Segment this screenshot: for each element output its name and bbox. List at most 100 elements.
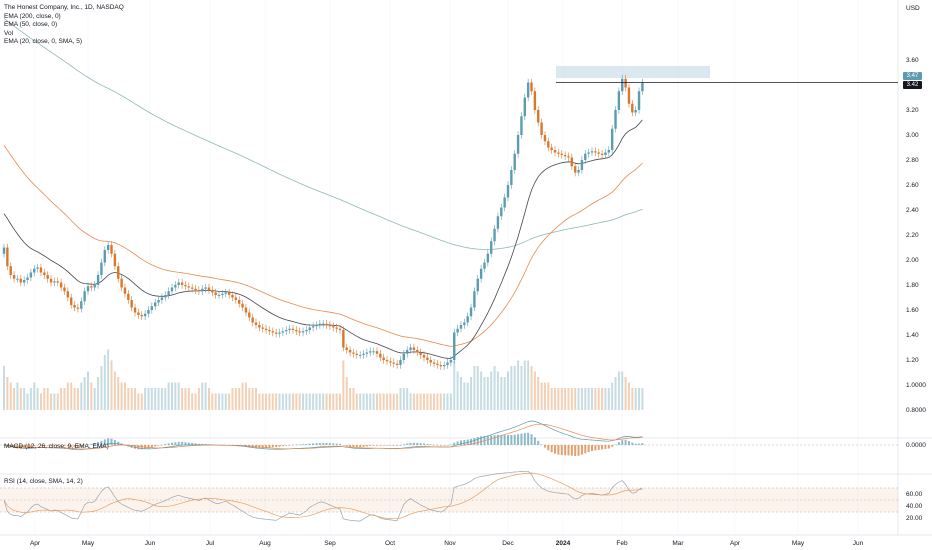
volume-bar	[137, 393, 140, 410]
candle-body	[66, 291, 70, 298]
macd-histogram-bar	[36, 445, 39, 446]
candle-body	[580, 160, 584, 170]
candle-body	[547, 141, 550, 148]
volume-bar	[480, 371, 483, 410]
macd-histogram-bar	[634, 443, 637, 445]
legend-ema200[interactable]: EMA (200, close, 0)	[4, 12, 61, 20]
volume-bar	[63, 388, 66, 410]
volume-bar	[204, 382, 207, 410]
volume-bar	[103, 355, 106, 410]
candles	[2, 75, 644, 370]
macd-histogram-bar	[113, 439, 116, 445]
volume-bar	[181, 388, 184, 410]
candle-body	[308, 327, 311, 330]
candle-body	[412, 347, 416, 350]
macd-histogram-bar	[150, 445, 153, 448]
candle-body	[288, 328, 291, 330]
candle-body	[264, 328, 268, 330]
candle-body	[335, 327, 338, 329]
candle-body	[537, 110, 540, 123]
macd-histogram-bar	[621, 440, 624, 445]
volume-bar	[426, 393, 429, 410]
macd-histogram-bar	[278, 445, 281, 447]
volume-bar	[120, 382, 123, 410]
candle-body	[315, 325, 318, 327]
volume-bar	[362, 393, 365, 410]
macd-histogram-bar	[496, 434, 499, 445]
candle-body	[295, 330, 298, 332]
macd-histogram-bar	[564, 445, 567, 456]
volume-bar	[631, 388, 634, 410]
candle-body	[9, 266, 12, 275]
candle-body	[22, 280, 26, 283]
time-tick-label: May	[792, 540, 805, 547]
currency-label[interactable]: USD	[906, 5, 920, 12]
volume-bar	[265, 393, 268, 410]
macd-histogram-bar	[449, 444, 452, 446]
macd-histogram-bar	[523, 433, 526, 445]
macd-histogram-bar	[308, 443, 311, 445]
legend-ema20[interactable]: EMA (20, close, 0, SMA, 5)	[4, 38, 83, 46]
candle-body	[456, 328, 459, 333]
volume-bar	[46, 388, 49, 410]
macd-histogram-bar	[97, 442, 100, 445]
volume-bar	[580, 388, 583, 410]
volume-bar	[382, 393, 385, 410]
candle-body	[469, 307, 473, 317]
volume-bar	[13, 388, 16, 410]
macd-histogram-bar	[554, 445, 557, 454]
candle-body	[436, 363, 439, 365]
volume-bar	[167, 382, 170, 410]
volume-bar	[587, 388, 590, 410]
macd-histogram-bar	[567, 445, 570, 456]
volume-bar	[194, 393, 197, 410]
macd-histogram-bar	[436, 444, 439, 446]
volume-bar	[164, 388, 167, 410]
chart-legend: The Honest Company, Inc., 1D, NASDAQ EMA…	[4, 4, 124, 47]
candle-body	[345, 347, 348, 350]
volume-bar	[567, 388, 570, 410]
legend-ema50[interactable]: EMA (50, close, 0)	[4, 21, 58, 29]
candle-body	[123, 287, 127, 294]
volume-bar	[406, 388, 409, 410]
candle-body	[449, 360, 453, 363]
macd-histogram-bar	[490, 435, 493, 445]
macd-histogram-bar	[577, 445, 580, 456]
volume-bar	[523, 360, 526, 410]
volume-bar	[412, 393, 415, 410]
rsi-ma-line	[3, 472, 643, 520]
macd-histogram-bar	[520, 433, 523, 445]
macd-label[interactable]: MACD (12, 26, close, 9, EMA, EMA)	[4, 443, 109, 450]
macd-histogram-bar	[197, 443, 200, 445]
macd-histogram-bar	[416, 442, 419, 445]
candle-body	[150, 306, 154, 310]
candle-body	[328, 325, 332, 327]
volume-bar	[359, 393, 362, 410]
volume-bar	[624, 377, 627, 410]
volume-bar	[533, 371, 536, 410]
rsi-label[interactable]: RSI (14, close, SMA, 14, 2)	[4, 478, 83, 485]
candle-body	[395, 363, 399, 365]
volume-bars	[3, 349, 644, 410]
candle-body	[389, 361, 392, 363]
legend-volume[interactable]: Vol	[4, 29, 14, 37]
volume-bar	[570, 388, 573, 410]
time-tick-label: Oct	[385, 540, 395, 547]
macd-histogram-bar	[355, 445, 358, 448]
volume-bar	[291, 393, 294, 410]
volume-bar	[184, 388, 187, 410]
macd-histogram-bar	[500, 434, 503, 445]
time-tick-label: Dec	[502, 540, 514, 547]
volume-bar	[157, 388, 160, 410]
volume-bar	[278, 393, 281, 410]
candle-body	[184, 285, 187, 287]
volume-bar	[496, 371, 499, 410]
macd-histogram-bar	[29, 445, 32, 448]
candle-body	[103, 250, 106, 263]
candle-body	[399, 360, 402, 365]
volume-bar	[90, 382, 93, 410]
candle-body	[154, 302, 157, 307]
volume-bar	[285, 393, 288, 410]
candle-body	[201, 288, 204, 292]
